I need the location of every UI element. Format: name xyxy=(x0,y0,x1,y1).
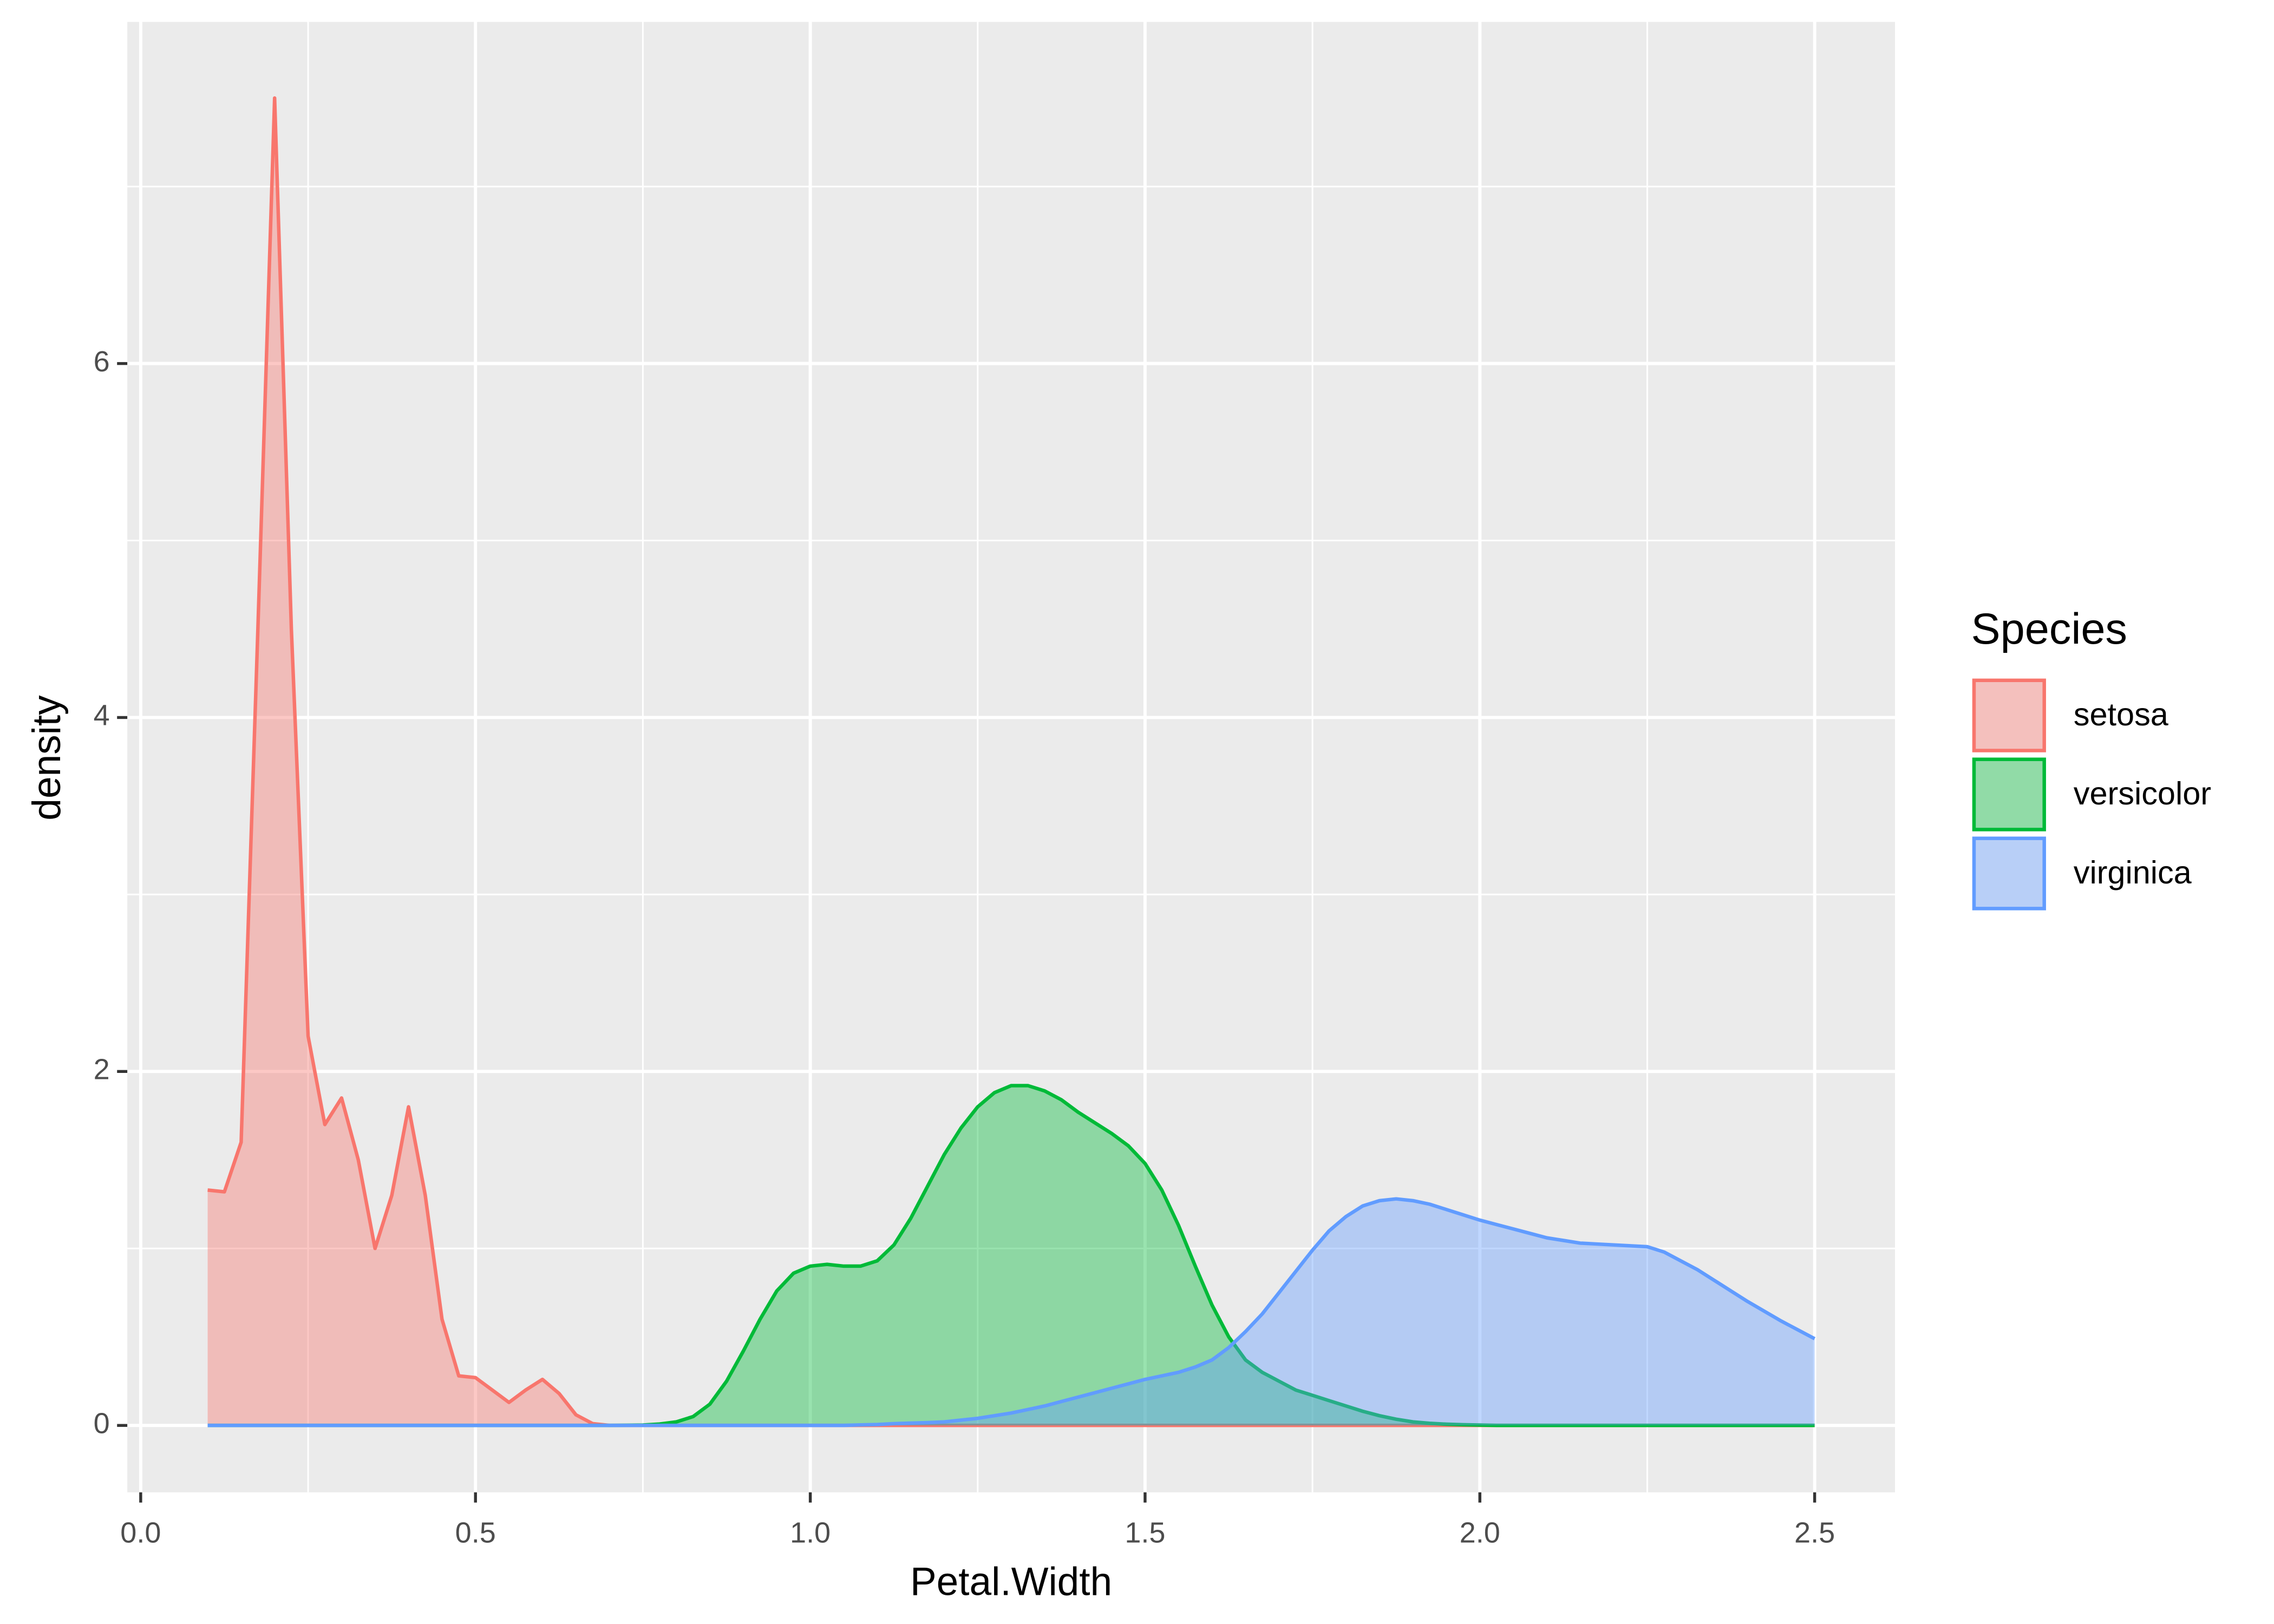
legend-label: versicolor xyxy=(2074,775,2211,811)
density-area xyxy=(207,1085,1815,1426)
y-axis-title: density xyxy=(25,695,69,821)
legend-label: virginica xyxy=(2074,854,2192,890)
plot-panel xyxy=(127,22,1895,1492)
x-tick-label: 1.5 xyxy=(1125,1516,1165,1549)
x-tick-label: 1.0 xyxy=(790,1516,831,1549)
density-line xyxy=(207,1197,1816,1427)
legend-key xyxy=(1972,836,2046,911)
y-tick-label: 4 xyxy=(94,699,110,732)
x-axis-title: Petal.Width xyxy=(910,1560,1112,1603)
legend-key xyxy=(1972,757,2046,831)
x-tick-label: 0.5 xyxy=(455,1516,496,1549)
legend-title: Species xyxy=(1971,605,2127,653)
x-tick-label: 2.5 xyxy=(1794,1516,1835,1549)
y-tick-label: 0 xyxy=(94,1407,110,1439)
legend-key-bg xyxy=(1974,759,2044,830)
x-tick-label: 0.0 xyxy=(120,1516,161,1549)
legend-key xyxy=(1972,678,2046,752)
y-tick-label: 2 xyxy=(94,1053,110,1086)
y-tick-label: 6 xyxy=(94,345,110,378)
x-tick-label: 2.0 xyxy=(1460,1516,1500,1549)
density-area xyxy=(207,98,1815,1426)
legend-label: setosa xyxy=(2074,696,2169,732)
legend-key-bg xyxy=(1974,838,2044,909)
density-area xyxy=(207,1199,1815,1426)
legend-key-bg xyxy=(1974,680,2044,751)
